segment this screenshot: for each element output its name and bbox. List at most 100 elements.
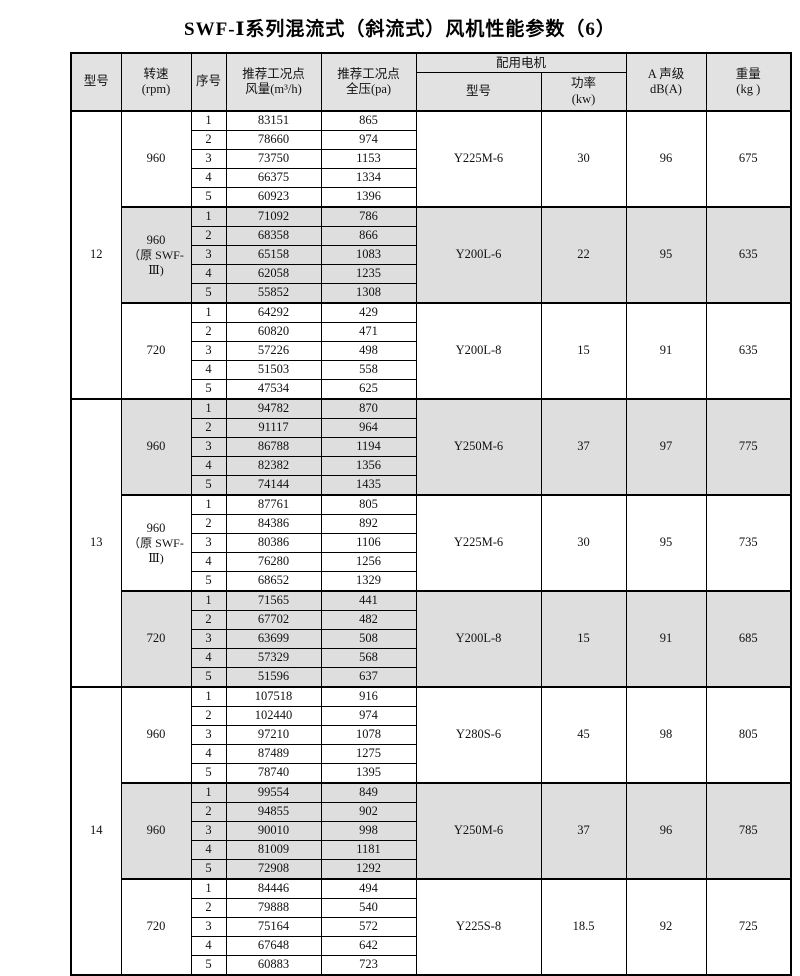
table-row: 3 57226 498 bbox=[71, 341, 791, 361]
cell-flow: 57329 bbox=[225, 648, 322, 668]
cell-speed: 960 （原 SWF-Ⅲ) bbox=[120, 206, 192, 304]
cell-pressure: 498 bbox=[320, 341, 417, 361]
cell-flow: 68358 bbox=[225, 226, 322, 246]
cell-speed-value: 720 bbox=[146, 919, 166, 934]
table-row: 5 78740 1395 bbox=[71, 763, 791, 784]
cell-pressure: 974 bbox=[320, 706, 417, 726]
table-row: 4 82382 1356 bbox=[71, 456, 791, 476]
cell-weight: 635 bbox=[705, 206, 792, 304]
cell-index: 4 bbox=[190, 456, 227, 476]
cell-pressure: 625 bbox=[320, 379, 417, 400]
cell-speed-value: 720 bbox=[146, 343, 166, 358]
cell-speed-value: 960 bbox=[146, 151, 166, 166]
cell-speed: 960 bbox=[120, 398, 192, 496]
cell-index: 3 bbox=[190, 437, 227, 457]
cell-speed-value: 960 bbox=[146, 823, 166, 838]
cell-pressure: 1435 bbox=[320, 475, 417, 496]
cell-pressure: 916 bbox=[320, 686, 417, 707]
table-body: 12 960 1 83151 865 Y225M-6 30 96 675 2 78660 974 3 73… bbox=[70, 110, 792, 976]
cell-weight: 675 bbox=[705, 110, 792, 208]
cell-motor-model: Y250M-6 bbox=[415, 398, 542, 496]
cell-flow: 67648 bbox=[225, 936, 322, 956]
cell-noise: 95 bbox=[625, 206, 707, 304]
cell-index: 5 bbox=[190, 859, 227, 880]
cell-pressure: 441 bbox=[320, 590, 417, 611]
cell-pressure: 964 bbox=[320, 418, 417, 438]
cell-pressure: 572 bbox=[320, 917, 417, 937]
cell-model: 14 bbox=[70, 686, 122, 976]
cell-pressure: 568 bbox=[320, 648, 417, 668]
cell-pressure: 642 bbox=[320, 936, 417, 956]
cell-speed-value: 960 bbox=[146, 439, 166, 454]
cell-pressure: 723 bbox=[320, 955, 417, 976]
cell-speed-note: （原 SWF-Ⅲ) bbox=[128, 248, 184, 277]
cell-pressure: 1308 bbox=[320, 283, 417, 304]
cell-index: 2 bbox=[190, 898, 227, 918]
table-row: 2 91117 964 bbox=[71, 418, 791, 438]
table-row: 5 55852 1308 bbox=[71, 283, 791, 304]
cell-flow: 78660 bbox=[225, 130, 322, 150]
cell-flow: 84446 bbox=[225, 878, 322, 899]
cell-motor-model: Y200L-6 bbox=[415, 206, 542, 304]
cell-flow: 65158 bbox=[225, 245, 322, 265]
cell-motor-power: 37 bbox=[540, 782, 627, 880]
header-weight-unit: (kg ) bbox=[736, 82, 761, 96]
cell-motor-model: Y225M-6 bbox=[415, 494, 542, 592]
table-row: 4 62058 1235 bbox=[71, 264, 791, 284]
table-container: 型号 转速 (rpm) 序号 推荐工况点 风量(m³/h) 推荐工况点 全压(p… bbox=[0, 52, 800, 976]
table-row: 14 960 1 107518 916 Y280S-6 45 98 805 bbox=[70, 686, 792, 976]
cell-flow: 74144 bbox=[225, 475, 322, 496]
cell-pressure: 558 bbox=[320, 360, 417, 380]
cell-pressure: 902 bbox=[320, 802, 417, 822]
cell-motor-power: 30 bbox=[540, 494, 627, 592]
table-row: 3 90010 998 bbox=[71, 821, 791, 841]
cell-speed: 960 bbox=[120, 110, 192, 208]
page-title: SWF-Ⅰ系列混流式（斜流式）风机性能参数（6） bbox=[184, 19, 616, 40]
cell-speed-value: 960 bbox=[146, 232, 166, 247]
fan-performance-table: 型号 转速 (rpm) 序号 推荐工况点 风量(m³/h) 推荐工况点 全压(p… bbox=[70, 52, 793, 976]
cell-motor-model: Y200L-8 bbox=[415, 302, 542, 400]
cell-flow: 76280 bbox=[225, 552, 322, 572]
cell-flow: 107518 bbox=[225, 686, 322, 707]
cell-noise: 95 bbox=[625, 494, 707, 592]
cell-pressure: 540 bbox=[320, 898, 417, 918]
cell-noise: 98 bbox=[625, 686, 707, 784]
cell-index: 5 bbox=[190, 283, 227, 304]
cell-flow: 55852 bbox=[225, 283, 322, 304]
header-pressure-unit: 全压(pa) bbox=[345, 82, 392, 96]
cell-speed: 720 bbox=[120, 302, 192, 400]
cell-pressure: 1106 bbox=[320, 533, 417, 553]
cell-flow: 51503 bbox=[225, 360, 322, 380]
header-motor-group: 配用电机 bbox=[415, 52, 627, 74]
table-row: 2 68358 866 bbox=[71, 226, 791, 246]
cell-speed-value: 960 bbox=[146, 727, 166, 742]
cell-flow: 94855 bbox=[225, 802, 322, 822]
cell-flow: 81009 bbox=[225, 840, 322, 860]
cell-motor-power: 15 bbox=[540, 590, 627, 688]
cell-index: 2 bbox=[190, 706, 227, 726]
table-row: 4 81009 1181 bbox=[71, 840, 791, 860]
cell-flow: 86788 bbox=[225, 437, 322, 457]
cell-index: 5 bbox=[190, 379, 227, 400]
header-flow-label: 推荐工况点 bbox=[242, 66, 305, 81]
cell-index: 3 bbox=[190, 533, 227, 553]
cell-index: 1 bbox=[190, 494, 227, 515]
table-header: 型号 转速 (rpm) 序号 推荐工况点 风量(m³/h) 推荐工况点 全压(p… bbox=[70, 52, 792, 112]
cell-pressure: 1235 bbox=[320, 264, 417, 284]
cell-speed: 960 bbox=[120, 686, 192, 784]
cell-index: 1 bbox=[190, 110, 227, 131]
cell-motor-power: 30 bbox=[540, 110, 627, 208]
table-row: 2 78660 974 bbox=[71, 130, 791, 150]
header-motor-power: 功率 (kw) bbox=[540, 72, 627, 112]
cell-flow: 60923 bbox=[225, 187, 322, 208]
table-row: 4 57329 568 bbox=[71, 648, 791, 668]
table-row: 720 1 71565 441 Y200L-8 15 91 685 bbox=[71, 590, 792, 688]
cell-speed: 720 bbox=[120, 590, 192, 688]
cell-weight: 685 bbox=[705, 590, 792, 688]
table-row: 3 97210 1078 bbox=[71, 725, 791, 745]
cell-pressure: 482 bbox=[320, 610, 417, 630]
cell-index: 2 bbox=[190, 130, 227, 150]
cell-noise: 91 bbox=[625, 302, 707, 400]
table-row: 5 51596 637 bbox=[71, 667, 791, 688]
cell-flow: 87489 bbox=[225, 744, 322, 764]
